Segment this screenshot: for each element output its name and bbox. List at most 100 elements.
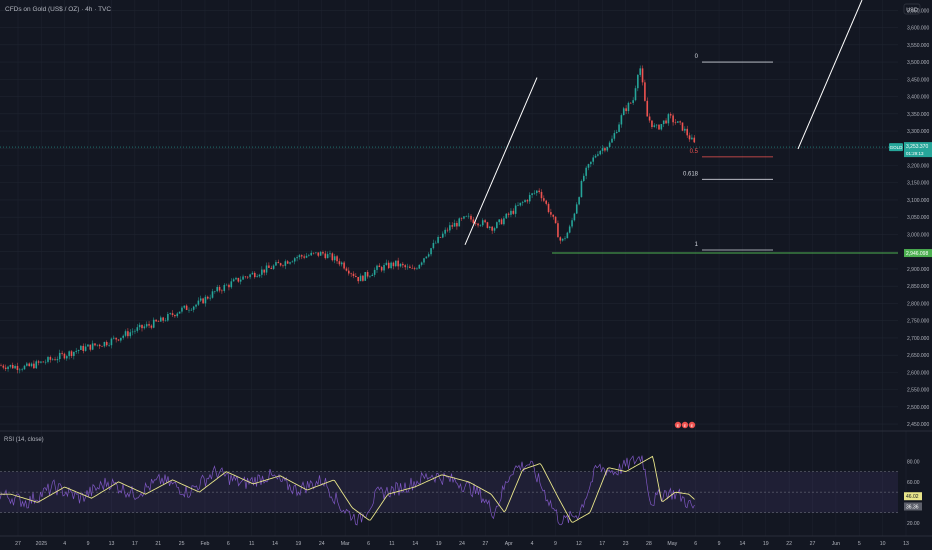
candle-body	[651, 120, 653, 128]
candle-body	[644, 82, 646, 101]
rsi-line	[0, 455, 695, 526]
candle-body	[28, 363, 30, 367]
candle-body	[11, 364, 14, 369]
time-tick-label: 12	[576, 541, 582, 547]
candle-body	[129, 332, 132, 337]
event-marker-label: E	[684, 423, 687, 428]
candle-body	[326, 254, 329, 259]
candle-body	[505, 213, 508, 219]
fib-level-label: 0.618	[683, 171, 699, 177]
price-tick-label: 2,500.000	[907, 405, 929, 411]
candle-body	[474, 223, 477, 224]
price-axis[interactable]: 3,650.000 3,600.000 3,550.000 3,500.000 3,45…	[889, 8, 932, 428]
candle-body	[223, 285, 226, 291]
candle-body	[249, 274, 251, 278]
candle-body	[686, 128, 688, 136]
candle-body	[282, 265, 284, 267]
candle-body	[167, 313, 169, 321]
candle-body	[449, 225, 451, 231]
candle-body	[61, 352, 63, 354]
candle-body	[345, 268, 348, 271]
price-tick-label: 2,600.000	[907, 370, 929, 376]
candle-body	[275, 262, 277, 266]
fib-level-label: 1	[695, 242, 699, 248]
candle-body	[235, 277, 237, 280]
candle-body	[70, 351, 73, 357]
price-tick-label: 2,550.000	[907, 388, 929, 394]
candle-body	[397, 260, 399, 267]
time-tick-label: 27	[482, 541, 488, 547]
rsi-tick-label: 60.00	[907, 480, 920, 486]
candle-body	[552, 214, 555, 217]
candle-body	[209, 297, 211, 299]
price-tick-label: 2,700.000	[907, 336, 929, 342]
candle-body	[181, 307, 183, 312]
time-tick-label: 27	[810, 541, 816, 547]
candle-body	[4, 367, 7, 370]
candle-body	[68, 351, 70, 357]
candle-body	[665, 120, 667, 124]
time-tick-label: Apr	[505, 541, 513, 547]
candle-body	[404, 265, 406, 268]
candle-body	[221, 290, 223, 292]
candle-body	[585, 167, 587, 176]
candle-body	[355, 276, 357, 277]
candle-body	[277, 262, 280, 264]
candle-body	[599, 150, 602, 155]
candle-body	[77, 349, 80, 351]
time-tick-label: 6	[367, 541, 370, 547]
candle-body	[489, 226, 491, 228]
candle-body	[561, 238, 564, 241]
time-tick-label: 17	[132, 541, 138, 547]
candle-body	[317, 252, 320, 256]
candle-body	[550, 212, 552, 215]
candle-body	[601, 148, 604, 151]
candle-body	[613, 133, 616, 139]
price-tick-label: 2,850.000	[907, 284, 929, 290]
candle-body	[214, 291, 216, 292]
candle-body	[7, 366, 9, 370]
candle-body	[578, 197, 580, 205]
candle-body	[284, 261, 287, 266]
candle-body	[392, 262, 395, 267]
candle-body	[677, 121, 679, 123]
time-tick-label: 19	[296, 541, 302, 547]
candle-body	[564, 238, 566, 239]
candle-body	[254, 272, 256, 278]
rsi-axis[interactable]: 80.00 60.00 20.00 46.02 36.36	[904, 459, 922, 527]
candle-body	[108, 345, 110, 346]
candle-body	[185, 305, 188, 310]
candle-body	[340, 262, 343, 265]
candle-body	[256, 276, 258, 278]
candle-body	[498, 219, 500, 223]
drawings[interactable]: 0 0.5 0.618 1	[0, 0, 898, 254]
event-marker-icon	[674, 421, 682, 429]
candle-body	[590, 161, 592, 165]
candle-body	[195, 304, 197, 307]
candle-body	[557, 223, 559, 238]
candle-body	[575, 204, 578, 214]
candle-body	[634, 88, 637, 101]
price-countdown: 01:29:13	[906, 151, 924, 156]
candle-body	[420, 262, 423, 265]
time-tick-label: 10	[880, 541, 886, 547]
candle-body	[463, 216, 465, 219]
candle-body	[411, 268, 414, 269]
candle-body	[136, 327, 139, 331]
candle-body	[456, 223, 458, 227]
candle-body	[164, 320, 167, 322]
time-tick-label: 6	[694, 541, 697, 547]
candle-body	[145, 324, 148, 327]
candle-body	[138, 324, 141, 328]
candle-body	[500, 219, 503, 225]
candle-body	[451, 225, 453, 227]
rsi-ma-tag: 36.36	[906, 504, 919, 510]
candle-body	[16, 365, 19, 371]
time-axis[interactable]: 27 2025 4 9 13 17 21 25 Feb 6 11 14 19 24 Mar 6 11 14 19 24…	[15, 541, 909, 547]
rsi-pane	[0, 455, 898, 526]
event-marker-icon	[681, 421, 689, 429]
currency-button[interactable]	[903, 3, 921, 15]
